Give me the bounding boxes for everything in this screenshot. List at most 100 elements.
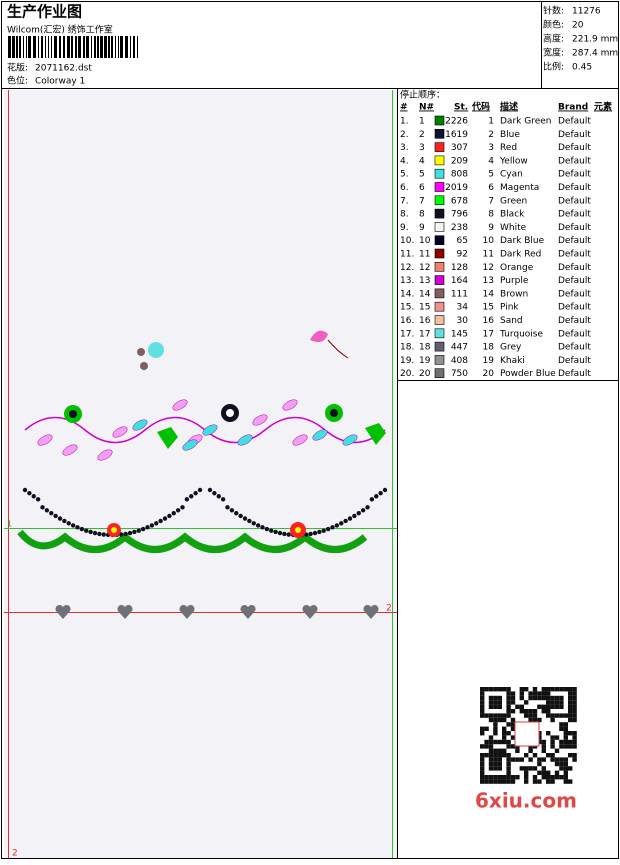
bar-stripe xyxy=(118,36,119,58)
marker: 2 xyxy=(386,604,392,614)
qr-cell xyxy=(524,775,529,780)
stitches: 2019 xyxy=(445,183,468,193)
bead xyxy=(356,510,361,516)
qr-cell xyxy=(506,757,511,762)
brand: Default xyxy=(558,250,591,260)
qr-cell xyxy=(554,748,560,753)
qr-cell xyxy=(546,700,551,705)
qr-cell xyxy=(502,726,507,731)
stitches: 750 xyxy=(451,369,468,379)
bead xyxy=(167,513,172,519)
qr-cell xyxy=(493,722,498,727)
bar-stripe xyxy=(115,36,116,58)
stitches: 796 xyxy=(451,210,468,220)
qr-cell xyxy=(480,770,485,775)
qr-cell xyxy=(480,687,485,692)
stitches: 30 xyxy=(457,316,469,326)
qr-cell xyxy=(572,739,577,745)
bar-stripe xyxy=(41,36,43,58)
qr-cell xyxy=(519,691,524,696)
stitches: 808 xyxy=(451,170,468,180)
qr-cell xyxy=(502,687,507,692)
code: 7 xyxy=(488,196,494,206)
qr-cell xyxy=(506,687,511,692)
qr-cell xyxy=(493,748,498,753)
bead xyxy=(136,528,141,533)
qr-cell xyxy=(528,713,533,718)
needle: 8 xyxy=(419,210,425,220)
bar-stripe xyxy=(67,36,70,58)
bead xyxy=(70,523,76,528)
qr-cell xyxy=(493,713,498,718)
qr-cell xyxy=(502,713,507,718)
qr-cell xyxy=(524,770,529,775)
qr-cell xyxy=(568,739,573,745)
qr-cell xyxy=(524,709,529,714)
heart xyxy=(363,604,379,619)
bar-stripe xyxy=(38,36,39,58)
stitches: 145 xyxy=(451,329,468,339)
swatch xyxy=(434,168,445,179)
qr-cell xyxy=(537,704,542,709)
qr-cell xyxy=(484,779,489,784)
qr-cell xyxy=(572,700,577,705)
qr-cell xyxy=(528,717,533,723)
qr-cell xyxy=(484,726,489,731)
qr-cell xyxy=(559,761,564,767)
qr-cell xyxy=(510,717,516,723)
qr-cell xyxy=(532,775,538,780)
code: 18 xyxy=(483,343,495,353)
bead xyxy=(360,508,366,513)
code: 4 xyxy=(488,156,494,166)
qr-cell xyxy=(568,713,573,718)
needle: 19 xyxy=(419,356,431,366)
info-label: 颜色: xyxy=(543,19,564,31)
qr-cell xyxy=(502,735,507,740)
qr-cell xyxy=(563,770,568,775)
needle: 15 xyxy=(419,303,430,313)
qr-cell xyxy=(497,695,502,701)
qr-cell xyxy=(497,753,502,758)
qr-cell xyxy=(493,753,498,758)
qr-cell xyxy=(515,757,520,762)
qr-cell xyxy=(506,753,511,758)
qr-cell xyxy=(510,726,516,731)
heart xyxy=(55,604,71,619)
qr-cell xyxy=(488,713,494,718)
qr-cell xyxy=(506,766,511,771)
qr-cell xyxy=(528,748,533,753)
qr-cell xyxy=(541,770,546,775)
qr-cell xyxy=(506,700,511,705)
qr-cell xyxy=(493,766,498,771)
qr-cell xyxy=(563,766,568,771)
qr-cell xyxy=(506,739,511,745)
qr-cell xyxy=(541,775,546,780)
bead xyxy=(35,497,41,502)
qr-cell xyxy=(480,731,485,736)
qr-cell xyxy=(554,775,560,780)
brand: Default xyxy=(558,236,591,246)
bar-stripe xyxy=(48,36,49,58)
qr-cell xyxy=(480,744,485,749)
swatch xyxy=(434,248,445,259)
bar-stripe xyxy=(120,36,123,58)
bead xyxy=(347,516,353,521)
description: Blue xyxy=(500,130,520,140)
qr-cell xyxy=(532,713,538,718)
heart xyxy=(179,604,195,619)
stop: 17. xyxy=(400,329,414,339)
qr-cell xyxy=(554,757,560,762)
bead xyxy=(22,487,28,493)
qr-cell xyxy=(506,722,511,727)
qr-cell xyxy=(510,691,516,696)
qr-cell xyxy=(488,744,494,749)
qr-cell xyxy=(554,761,560,767)
qr-cell xyxy=(488,739,494,745)
qr-cell xyxy=(493,726,498,731)
qr-cell xyxy=(502,739,507,745)
qr-cell xyxy=(528,757,533,762)
title: 生产作业图 xyxy=(7,3,82,21)
qr-logo xyxy=(514,721,540,747)
qr-cell xyxy=(554,704,560,709)
